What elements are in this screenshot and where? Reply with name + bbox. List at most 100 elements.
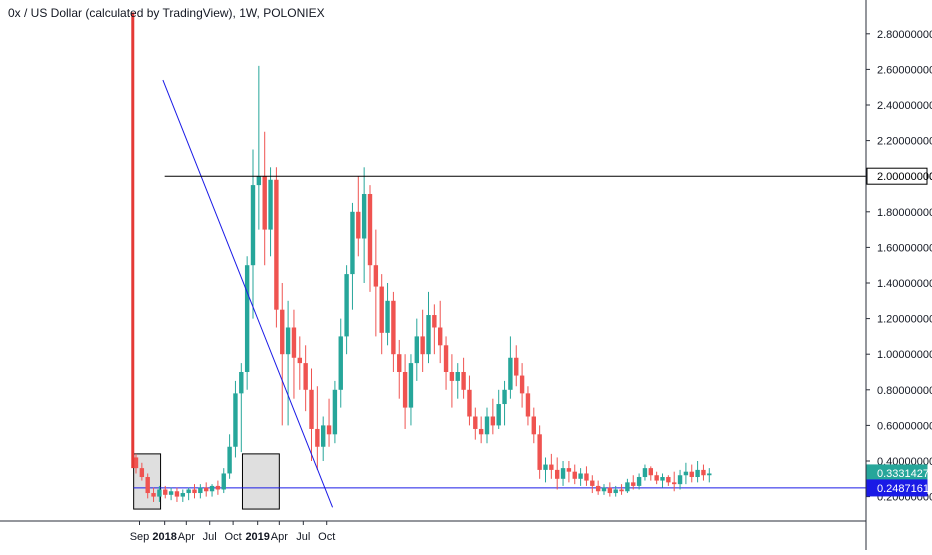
candle-body [303, 363, 308, 390]
candle [595, 480, 601, 495]
candle-body [326, 425, 332, 435]
candle-body [297, 357, 302, 364]
candle-body [274, 179, 279, 310]
candle [338, 318, 343, 408]
candle [543, 457, 548, 483]
candle [262, 131, 267, 266]
candle-body [578, 473, 583, 479]
candle [356, 176, 361, 257]
candle [227, 434, 232, 479]
candle-body [408, 363, 414, 408]
candle-body [180, 493, 185, 497]
candle [683, 462, 689, 485]
level-price-label-bg [866, 167, 928, 185]
candle [163, 485, 168, 499]
y-tick-label: 1.20000000 [877, 314, 932, 326]
candle [309, 368, 314, 461]
candle-body [157, 489, 162, 497]
candle-body [414, 336, 419, 364]
candle-body [707, 473, 712, 476]
candle-body [607, 487, 613, 494]
candle [385, 283, 390, 346]
candle [560, 461, 566, 486]
candle-body [198, 487, 203, 494]
candle-body [683, 471, 689, 476]
candle-body [636, 477, 642, 486]
candle [402, 354, 408, 429]
candle [420, 309, 425, 372]
y-tick-label: 0.80000000 [877, 385, 932, 397]
candle [613, 485, 618, 497]
candle [461, 357, 466, 399]
candle-body [543, 464, 548, 470]
candle-body [666, 477, 671, 483]
candle [519, 363, 525, 408]
candle [297, 336, 302, 390]
candle [537, 425, 542, 479]
x-tick-label: Oct [225, 531, 242, 543]
candle-body [402, 372, 408, 408]
y-tick-label: 2.40000000 [877, 100, 932, 112]
candle [438, 300, 443, 364]
candle [590, 475, 595, 494]
candle [555, 457, 560, 490]
candle [432, 304, 437, 355]
candle-body [262, 176, 267, 230]
candle [397, 339, 402, 399]
candle [666, 475, 671, 486]
candle [361, 167, 367, 283]
candle-body [648, 468, 653, 476]
support-price-label-bg [866, 479, 928, 497]
candle [192, 484, 197, 499]
candle [274, 167, 279, 328]
candle [660, 473, 665, 488]
candle [455, 363, 460, 399]
candle-body [361, 194, 367, 239]
candle-body [133, 457, 139, 469]
candle-body [443, 345, 449, 372]
candle [701, 464, 706, 481]
candle-body [537, 434, 542, 470]
candle [689, 464, 694, 483]
candle [209, 484, 215, 497]
candle-body [233, 393, 238, 447]
candle-body [174, 491, 180, 497]
candle-body [426, 315, 431, 355]
candle-body [461, 372, 466, 390]
candle-body [432, 315, 437, 328]
candle [321, 416, 326, 461]
candle [642, 464, 648, 481]
candle [707, 468, 712, 483]
candle [619, 484, 624, 495]
candle-body [566, 468, 572, 472]
candle [204, 482, 209, 497]
y-tick-label: 1.80000000 [877, 207, 932, 219]
candle [367, 185, 373, 292]
candle-body [186, 489, 191, 494]
candle [508, 336, 513, 399]
candle [549, 453, 554, 479]
candle-body [315, 428, 320, 447]
candle [174, 487, 180, 502]
candle-body [391, 300, 396, 355]
level-price-label: 2.00000000 [866, 167, 932, 185]
candle [449, 354, 455, 408]
candle [496, 389, 501, 429]
y-tick-label: 2.80000000 [877, 29, 932, 41]
candle-body [192, 489, 197, 494]
candle [198, 484, 203, 499]
candle-body [595, 485, 601, 492]
x-tick-label: Apr [178, 531, 195, 543]
candle [631, 475, 636, 490]
candle [677, 469, 683, 490]
candle [672, 471, 677, 492]
candle-body [455, 372, 460, 381]
range-box [241, 453, 280, 510]
candle [648, 466, 653, 481]
candle-body [151, 493, 156, 497]
y-tick-label: 2.60000000 [877, 64, 932, 76]
candle-body [514, 357, 519, 376]
